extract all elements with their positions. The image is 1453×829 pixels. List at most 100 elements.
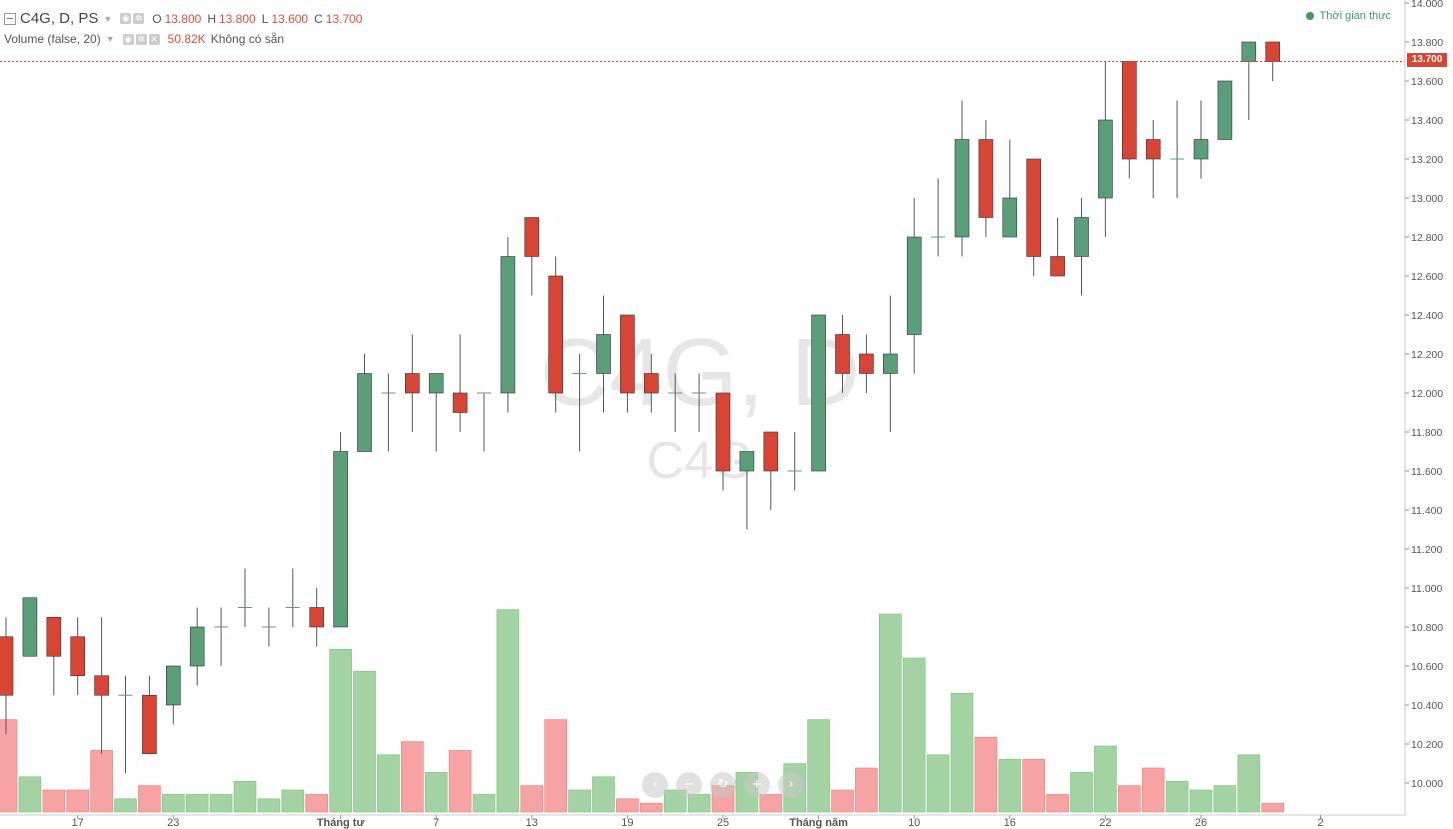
realtime-label: Thời gian thực [1319,10,1391,22]
candle-body [548,275,564,394]
candle-body [309,607,325,628]
volume-bar [162,794,185,813]
volume-bar [377,754,400,813]
candle-body [882,353,898,374]
candle-body [763,431,779,472]
volume-bar [0,719,18,813]
volume-legend[interactable]: Volume (false, 20) ▼ ◉ ✲ ✕ 50.82K Không … [4,32,284,46]
time-tick-label: Tháng tư [317,817,365,829]
candle-body [428,373,444,394]
price-tick-label: 13.000 [1411,193,1443,205]
volume-bar [855,767,878,813]
candle-body [1098,119,1113,199]
volume-bar [926,754,950,813]
candle-body [596,334,611,374]
chart-navigation: ‹ − ↻ + › [642,772,812,798]
time-tick-label: 13 [526,817,538,829]
time-tick-label: 25 [717,817,729,829]
collapse-icon[interactable] [4,12,16,25]
time-tick-label: Tháng năm [789,817,848,829]
price-tick-label: 12.200 [1411,349,1443,361]
scroll-left-button[interactable]: ‹ [642,772,668,798]
candle-body [22,597,38,657]
candle-body [1050,256,1065,277]
watermark-sub: C4G [647,432,754,490]
candle-body [715,392,731,472]
volume-bar [66,789,89,813]
volume-bar [353,670,376,813]
price-axis[interactable]: 14.000 13.800 13.600 13.400 13.200 13.000 12.8… [1405,0,1443,790]
symbol-label: C4G, D, PS [20,10,99,27]
volume-bar [1189,789,1213,813]
candle-body [46,616,62,657]
volume-bar [233,780,257,813]
candle-body [1241,41,1257,62]
volume-bar [209,794,233,813]
candle-body [1217,80,1233,140]
candle-body [906,236,922,335]
candle-body [1145,139,1161,160]
volume-bar [185,794,209,813]
volume-na-label: Không có sẵn [210,32,285,46]
open-value: 13.800 [164,11,202,26]
candle-body [500,256,516,394]
volume-bar [831,789,854,813]
volume-bar [448,750,472,813]
volume-bar [639,802,663,813]
eye-icon[interactable]: ◉ [120,13,132,24]
time-tick-label: 7 [433,817,439,829]
volume-bar [998,758,1022,813]
candle-body [166,665,181,706]
candle-body [0,636,14,696]
chevron-down-icon[interactable]: ▼ [103,13,113,24]
price-tick-label: 11.200 [1411,544,1442,556]
volume-bar [616,798,639,813]
candle-body [954,139,970,238]
volume-bar [902,657,926,813]
volume-bar [1070,772,1093,813]
volume-bar [544,719,568,813]
volume-bar [90,750,113,813]
chevron-down-icon[interactable]: ▼ [105,34,115,44]
candle-body [333,451,348,628]
time-tick-label: 2 [1317,817,1323,829]
volume-bar [568,789,591,813]
volume-bar [592,776,615,813]
candle-body [859,353,874,374]
volume-bar [42,789,66,813]
candle-body [643,373,659,394]
low-key: L [261,11,269,26]
price-tick-label: 11.000 [1411,583,1442,595]
volume-bar [18,776,42,813]
candle-body [1122,61,1137,160]
gear-icon[interactable]: ✲ [135,33,147,45]
close-icon[interactable]: ✕ [148,33,160,45]
reset-view-button[interactable]: ↻ [710,772,736,798]
volume-bar [520,785,544,813]
volume-bar [257,798,281,813]
volume-bar [1022,758,1046,813]
price-tick-label: 11.600 [1411,466,1442,478]
zoom-out-button[interactable]: − [676,772,702,798]
price-tick-label: 12.000 [1411,388,1443,400]
status-dot-icon [1305,12,1314,20]
price-tick-label: 13.400 [1411,115,1443,127]
candle-body [142,694,157,755]
gear-icon[interactable]: ✲ [133,13,145,24]
scroll-right-button[interactable]: › [778,772,804,798]
price-tick-label: 11.800 [1411,427,1442,439]
volume-bar [950,692,974,813]
symbol-legend[interactable]: C4G, D, PS ▼ ◉ ✲ O 13.800 H 13.800 L 13.… [4,10,362,27]
volume-bar [1237,754,1261,813]
eye-icon[interactable]: ◉ [122,33,134,45]
candle-body [452,392,468,413]
price-tick-label: 11.400 [1411,505,1442,517]
candle-body [1002,197,1018,238]
candle-body [404,373,420,394]
price-tick-label: 14.000 [1411,0,1443,10]
time-axis[interactable]: 17 23 Tháng tư 7 13 19 25 Tháng năm 10 16 22 26 2 [72,815,1324,829]
realtime-indicator: Thời gian thực [1305,10,1391,22]
zoom-in-button[interactable]: + [744,772,770,798]
time-tick-label: 10 [908,817,920,829]
